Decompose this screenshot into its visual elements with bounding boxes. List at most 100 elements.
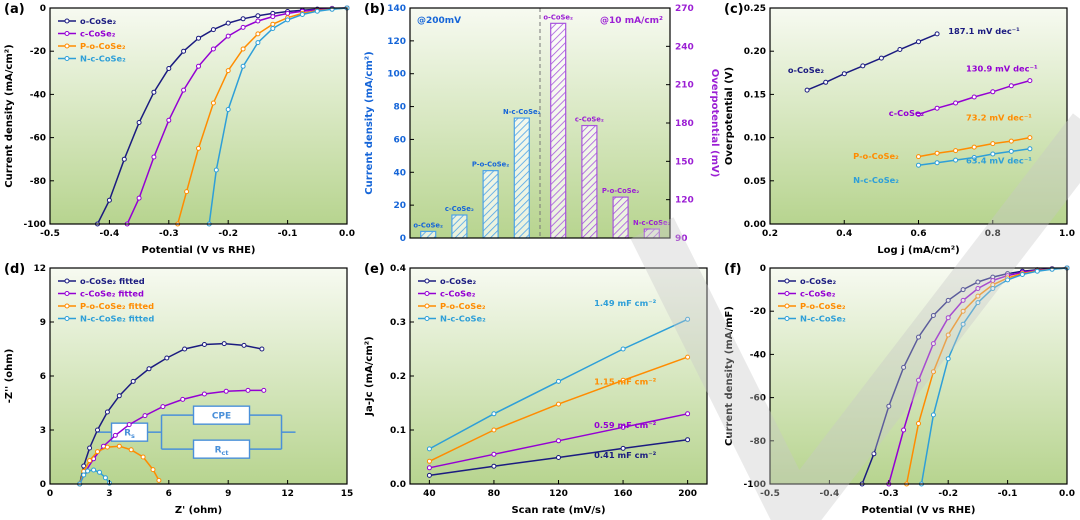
series-marker <box>166 117 172 123</box>
series-marker <box>223 388 229 394</box>
circuit-label: CPE <box>212 412 231 422</box>
series-marker <box>285 17 291 23</box>
panel-d-chart: Rs CPE Rct 0 3 6 9 12 15 0 3 6 9 12 Z' (ohm) -Z'' (ohm)… <box>0 260 360 520</box>
panel-e-chart: 40 80 120 160 200 0.0 0.1 0.2 0.3 0.4 Scan rate (m… <box>360 260 720 520</box>
series-marker <box>960 308 966 314</box>
series-marker <box>1008 83 1014 89</box>
x-tick-label: -0.5 <box>40 229 60 239</box>
annotation: 130.9 mV dec⁻¹ <box>966 64 1038 74</box>
series-marker <box>1019 272 1025 277</box>
x-axis-label: Potential (V vs RHE) <box>142 245 256 256</box>
x-tick-label: 0.6 <box>911 229 927 239</box>
series-marker <box>1008 138 1014 144</box>
left-y-tick-label: 140 <box>387 4 406 14</box>
series-marker <box>945 315 951 321</box>
series-marker <box>201 342 207 347</box>
bar-current-density <box>482 170 499 239</box>
y-tick-label: -60 <box>30 134 46 144</box>
series-marker <box>181 48 187 54</box>
y-tick-label: 0.0 <box>390 480 406 490</box>
series-marker <box>116 443 122 449</box>
y-tick-label: 0.4 <box>390 264 406 274</box>
y-tick-label: 0.05 <box>744 177 766 187</box>
series-marker <box>270 14 276 20</box>
series-marker <box>87 458 93 464</box>
series-marker <box>930 369 936 375</box>
bar-overpotential <box>612 196 629 239</box>
x-tick-label: 12 <box>281 489 294 499</box>
series-marker <box>934 160 940 166</box>
series-marker <box>953 148 959 154</box>
y-tick-label: 9 <box>40 318 46 328</box>
series-marker <box>556 438 561 444</box>
series-marker <box>255 13 261 19</box>
series-marker <box>975 286 981 291</box>
plot-background <box>410 268 707 484</box>
x-tick-label: 0.0 <box>1059 489 1075 499</box>
x-tick-label: -0.4 <box>820 489 840 499</box>
series-marker <box>255 31 261 37</box>
series-marker <box>160 404 166 410</box>
x-tick-label: -0.3 <box>879 489 899 499</box>
series-marker <box>164 355 170 361</box>
series-marker <box>314 8 320 14</box>
y-axis-label: Current density (mA/cm²) <box>4 44 15 187</box>
x-tick-label: -0.1 <box>278 229 298 239</box>
bar-label: P-o-CoSe₂ <box>472 161 509 169</box>
series-marker <box>953 100 959 106</box>
annotation: 0.59 mF cm⁻² <box>594 420 657 430</box>
y-tick-label: 0.20 <box>744 47 766 57</box>
legend-label: P-o-CoSe₂ <box>440 301 486 311</box>
bar-overpotential <box>550 22 567 239</box>
series-marker <box>953 157 959 163</box>
series-marker <box>210 46 216 52</box>
left-y-tick-label: 60 <box>393 135 406 145</box>
y-tick-label: -100 <box>743 480 766 490</box>
legend-label: N-c-CoSe₂ <box>800 314 846 324</box>
bar-label: o-CoSe₂ <box>543 13 573 21</box>
circuit-label: Rct <box>215 446 229 458</box>
series-line <box>806 33 938 91</box>
series-marker <box>128 447 134 453</box>
annotation: 1.49 mF cm⁻² <box>594 298 657 308</box>
x-tick-label: 0.0 <box>339 229 355 239</box>
series-marker <box>556 378 561 384</box>
series-marker <box>85 468 91 474</box>
legend-label: N-c-CoSe₂ <box>440 314 486 324</box>
left-annotation: @200mV <box>417 16 461 26</box>
x-tick-label: 40 <box>423 489 436 499</box>
series-marker <box>930 313 936 318</box>
series-marker <box>87 445 93 451</box>
bar-label: P-o-CoSe₂ <box>602 187 639 195</box>
bar-current-density <box>451 214 468 239</box>
series-marker <box>804 87 810 93</box>
series-marker <box>121 156 127 162</box>
x-tick-label: 80 <box>488 489 501 499</box>
legend-label: N-c-CoSe₂ fitted <box>80 314 154 324</box>
plot-background <box>770 268 1067 484</box>
annotation: 1.15 mF cm⁻² <box>594 377 657 387</box>
x-tick-label: -0.4 <box>100 229 120 239</box>
series-marker <box>102 475 108 481</box>
series-marker <box>897 47 903 52</box>
x-tick-label: 6 <box>166 489 172 499</box>
axes-frame <box>409 7 671 239</box>
y-tick-label: -80 <box>750 437 766 447</box>
series-marker <box>126 422 132 428</box>
x-tick-label: 0 <box>47 489 53 499</box>
panel-a: (a) -0.5 -0.4 -0.3 -0.2 -0.1 0.0 0 -20 -40 -60 -80… <box>0 0 360 260</box>
series-marker <box>196 145 201 151</box>
annotation: 63.4 mV dec⁻¹ <box>966 156 1032 166</box>
series-marker <box>426 465 432 471</box>
series-marker <box>878 55 884 61</box>
series-marker <box>1034 268 1040 274</box>
series-line <box>78 342 263 485</box>
y-tick-label: 0.00 <box>744 220 766 230</box>
series-marker <box>196 63 201 69</box>
series-marker <box>136 120 142 125</box>
chart-svg-c: 0.2 0.4 0.6 0.8 1.0 0.00 0.05 0.10 0.15 0.20 0.25 L… <box>724 4 1075 256</box>
series-marker <box>916 377 921 383</box>
panel-a-label: (a) <box>4 2 25 17</box>
right-y-tick-label: 120 <box>675 196 694 206</box>
annotation: c-CoSe₂ <box>889 108 925 118</box>
